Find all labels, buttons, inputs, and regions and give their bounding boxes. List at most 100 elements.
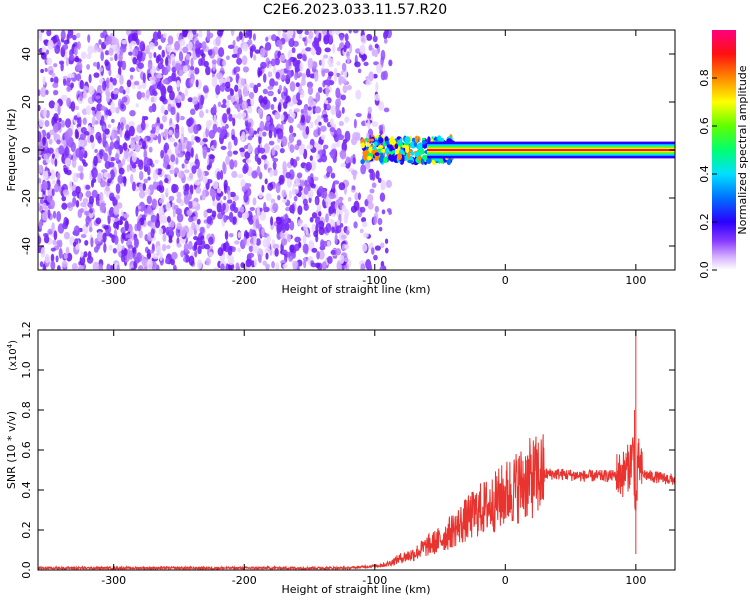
- heatmap-cell: [291, 47, 296, 54]
- heatmap-cell: [138, 52, 142, 63]
- heatmap-cell: [107, 173, 112, 179]
- heatmap-cell: [311, 212, 318, 219]
- heatmap-cell: [401, 144, 408, 148]
- heatmap-cell: [89, 208, 94, 214]
- heatmap-cell: [83, 251, 88, 258]
- heatmap-cell: [44, 119, 50, 128]
- heatmap-cell: [136, 38, 140, 46]
- heatmap-cell: [80, 126, 87, 134]
- heatmap-cell: [268, 63, 272, 68]
- heatmap-cell: [318, 220, 325, 230]
- heatmap-cell: [359, 228, 364, 234]
- heatmap-cell: [220, 263, 225, 270]
- heatmap-cell: [233, 159, 238, 168]
- heatmap-cell: [330, 249, 338, 255]
- heatmap-cell: [366, 142, 371, 148]
- heatmap-cell: [309, 121, 314, 129]
- heatmap-cell: [87, 45, 94, 55]
- heatmap-cell: [79, 255, 86, 266]
- heatmap-cell: [298, 33, 303, 40]
- heatmap-cell: [138, 229, 143, 239]
- heatmap-cell: [108, 244, 113, 251]
- heatmap-cell: [352, 157, 356, 165]
- snr-y-scale-close: ): [8, 340, 19, 344]
- heatmap-cell: [88, 226, 93, 233]
- colorbar-tick-label: 0.0: [698, 261, 711, 279]
- heatmap-cell: [248, 245, 254, 252]
- snr-y-label: SNR (10 * v/v): [5, 411, 18, 489]
- heatmap-cell: [231, 170, 238, 179]
- heatmap-cell: [155, 130, 159, 135]
- heatmap-cell: [187, 31, 193, 41]
- heatmap-cell: [345, 156, 351, 164]
- heatmap-cell: [124, 129, 130, 139]
- heatmap-cell: [278, 174, 285, 185]
- heatmap-cell: [111, 130, 115, 142]
- heatmap-cell: [138, 205, 142, 210]
- heatmap-cell: [317, 127, 321, 136]
- heatmap-cell: [136, 220, 141, 232]
- heatmap-cell: [296, 172, 303, 179]
- heatmap-cell: [138, 140, 142, 146]
- heatmap-cell: [253, 84, 259, 94]
- heatmap-cell: [266, 115, 271, 122]
- heatmap-cell: [362, 221, 368, 228]
- heatmap-cell: [306, 233, 311, 238]
- heatmap-cell: [70, 101, 76, 112]
- heatmap-cell: [335, 224, 342, 234]
- heatmap-cell: [119, 74, 124, 86]
- heatmap-cell: [258, 130, 263, 138]
- heatmap-cell: [249, 206, 256, 212]
- spectrogram-x-label: Height of straight line (km): [281, 283, 430, 296]
- heatmap-cell: [247, 121, 252, 128]
- heatmap-cell: [53, 63, 58, 68]
- heatmap-cell: [117, 220, 124, 226]
- heatmap-cell: [333, 67, 338, 74]
- heatmap-cell: [130, 173, 134, 184]
- heatmap-cell: [184, 169, 190, 174]
- heatmap-cell: [340, 70, 344, 76]
- heatmap-cell: [373, 49, 379, 58]
- heatmap-cell: [100, 115, 105, 125]
- heatmap-cell: [39, 165, 44, 174]
- heatmap-cell: [383, 156, 388, 164]
- heatmap-cell: [323, 54, 329, 59]
- heatmap-cell: [193, 136, 200, 141]
- heatmap-cell: [334, 30, 341, 36]
- heatmap-cell: [80, 51, 87, 60]
- heatmap-cell: [272, 157, 279, 163]
- heatmap-cell: [46, 30, 52, 37]
- heatmap-cell: [390, 136, 394, 142]
- heatmap-cell: [79, 91, 83, 102]
- heatmap-cell: [199, 226, 205, 234]
- heatmap-cell: [42, 180, 48, 192]
- heatmap-cell: [384, 247, 389, 254]
- heatmap-cell: [82, 162, 88, 167]
- heatmap-cell: [95, 95, 101, 100]
- heatmap-cell: [384, 147, 389, 155]
- heatmap-cell: [361, 217, 367, 223]
- heatmap-cell: [115, 106, 120, 114]
- heatmap-cell: [204, 243, 210, 250]
- heatmap-cell: [241, 100, 248, 110]
- heatmap-cell: [335, 248, 342, 256]
- heatmap-cell: [52, 239, 57, 246]
- colorbar-tick-label: 0.8: [698, 69, 711, 87]
- heatmap-cell: [320, 134, 326, 140]
- heatmap-cell: [190, 57, 194, 67]
- heatmap-cell: [275, 262, 280, 270]
- heatmap-cell: [122, 142, 128, 151]
- heatmap-cell: [391, 154, 395, 161]
- heatmap-cell: [113, 140, 120, 150]
- heatmap-cell: [64, 146, 70, 158]
- heatmap-cell: [257, 108, 263, 115]
- heatmap-cell: [231, 53, 238, 58]
- heatmap-cells: [38, 30, 675, 270]
- heatmap-cell: [65, 246, 70, 255]
- heatmap-cell: [298, 185, 303, 192]
- heatmap-cell: [102, 125, 106, 130]
- heatmap-cell: [330, 172, 336, 179]
- heatmap-cell: [279, 147, 285, 154]
- heatmap-cell: [325, 223, 332, 233]
- heatmap-cell: [202, 85, 209, 93]
